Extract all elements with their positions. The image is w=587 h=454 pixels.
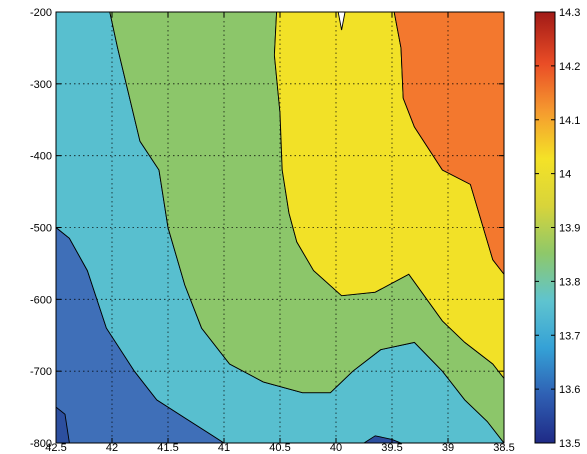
y-tick-label: -300 bbox=[30, 79, 52, 91]
y-tick-label: -700 bbox=[30, 366, 52, 378]
x-tick-label: 38.5 bbox=[493, 442, 514, 454]
colorbar-tick-label: 14.1 bbox=[559, 115, 580, 127]
colorbar-ticks: 14.3 14.2 14.1 14 13.9 13.8 13.7 13.6 13.5 bbox=[535, 7, 580, 450]
x-tick-label: 40 bbox=[330, 442, 342, 454]
x-tick-label: 40.5 bbox=[269, 442, 290, 454]
y-tick-label: -400 bbox=[30, 151, 52, 163]
colorbar-tick-label: 13.5 bbox=[559, 438, 580, 450]
colorbar-tick-label: 14.2 bbox=[559, 61, 580, 73]
x-tick-label: 39.5 bbox=[381, 442, 402, 454]
contour-band-4 bbox=[393, 12, 504, 275]
x-tick-label: 39 bbox=[442, 442, 454, 454]
x-tick-label: 41 bbox=[218, 442, 230, 454]
colorbar-tick-label: 13.6 bbox=[559, 384, 580, 396]
y-tick-label: -600 bbox=[30, 294, 52, 306]
colorbar-tick-label: 14.3 bbox=[559, 7, 580, 19]
colorbar-tick-label: 13.9 bbox=[559, 223, 580, 235]
colorbar-tick-label: 13.7 bbox=[559, 330, 580, 342]
contour-bands bbox=[56, 12, 504, 443]
x-axis-ticks: 42.5 42 41.5 41 40.5 40 39.5 39 38.5 bbox=[45, 12, 515, 454]
x-tick-label: 42.5 bbox=[45, 442, 66, 454]
colorbar-tick-label: 14 bbox=[559, 169, 571, 181]
colorbar-tick-label: 13.8 bbox=[559, 276, 580, 288]
x-tick-label: 42 bbox=[106, 442, 118, 454]
y-tick-label: -200 bbox=[30, 7, 52, 19]
y-tick-label: -500 bbox=[30, 223, 52, 235]
y-tick-label: -800 bbox=[30, 438, 52, 450]
contour-band-6 bbox=[56, 406, 70, 443]
x-tick-label: 41.5 bbox=[157, 442, 178, 454]
y-axis-ticks: -200 -300 -400 -500 -600 -700 -800 bbox=[30, 7, 504, 450]
